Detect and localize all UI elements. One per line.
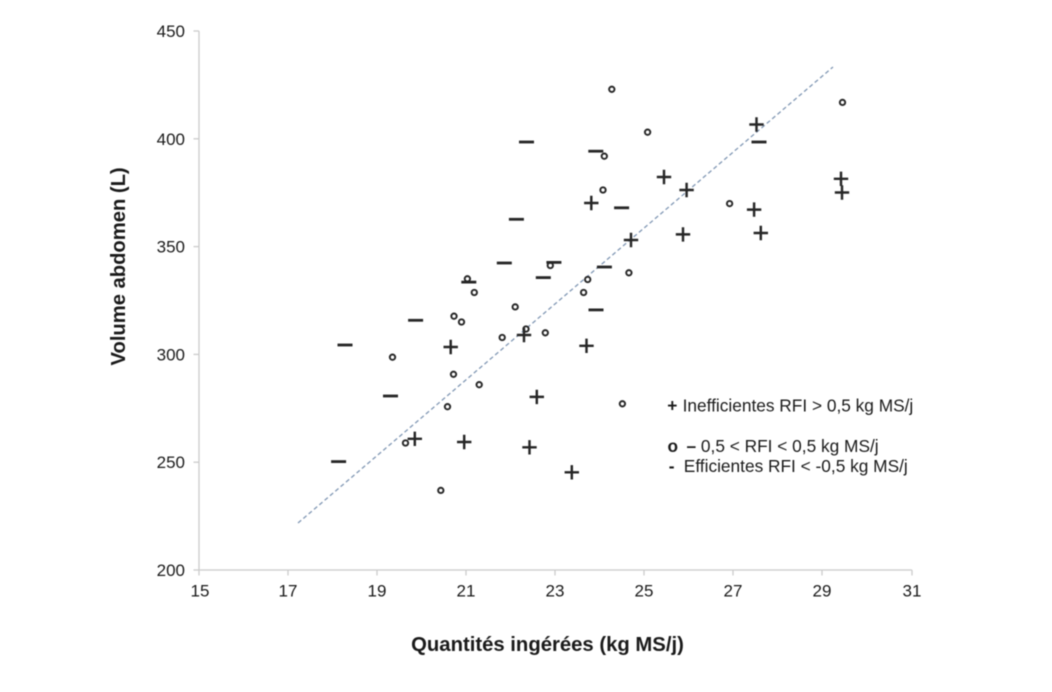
svg-text:Inefficientes RFI > 0,5 kg MS/: Inefficientes RFI > 0,5 kg MS/j <box>683 396 914 416</box>
svg-text:27: 27 <box>724 581 743 600</box>
svg-text:300: 300 <box>157 345 185 364</box>
svg-text:17: 17 <box>279 581 298 600</box>
svg-text:400: 400 <box>157 130 185 149</box>
svg-text:o: o <box>668 436 679 456</box>
svg-text:29: 29 <box>813 581 832 600</box>
svg-text:15: 15 <box>191 581 210 600</box>
svg-text:200: 200 <box>157 561 185 580</box>
svg-text:– 0,5 < RFI < 0,5 kg MS/j: – 0,5 < RFI < 0,5 kg MS/j <box>687 436 879 456</box>
svg-text:+: + <box>667 396 677 416</box>
svg-text:31: 31 <box>903 581 922 600</box>
svg-text:Efficientes RFI < -0,5 kg MS/j: Efficientes RFI < -0,5 kg MS/j <box>684 456 908 476</box>
svg-text:21: 21 <box>457 581 476 600</box>
svg-text:-: - <box>669 456 675 476</box>
svg-text:25: 25 <box>635 581 654 600</box>
svg-text:450: 450 <box>157 22 185 41</box>
svg-text:Quantités ingérées (kg MS/j): Quantités ingérées (kg MS/j) <box>411 634 684 656</box>
svg-text:19: 19 <box>368 581 387 600</box>
svg-text:350: 350 <box>157 238 185 257</box>
svg-text:23: 23 <box>546 581 565 600</box>
svg-text:250: 250 <box>157 453 185 472</box>
svg-text:Volume abdomen (L): Volume abdomen (L) <box>108 167 130 365</box>
